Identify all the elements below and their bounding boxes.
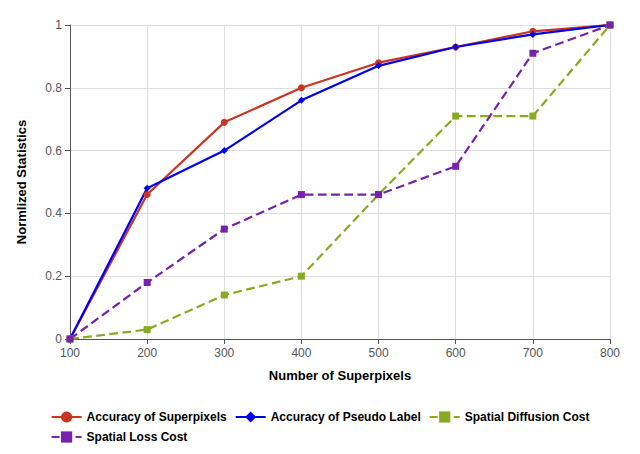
svg-text:Number of Superpixels: Number of Superpixels <box>269 368 411 383</box>
svg-text:400: 400 <box>291 346 311 360</box>
svg-text:800: 800 <box>600 346 620 360</box>
svg-text:0: 0 <box>55 332 62 346</box>
svg-text:700: 700 <box>523 346 543 360</box>
svg-text:1: 1 <box>55 18 62 32</box>
svg-text:500: 500 <box>369 346 389 360</box>
svg-text:100: 100 <box>60 346 80 360</box>
svg-text:0.2: 0.2 <box>45 269 62 283</box>
svg-text:Spatial Diffusion Cost: Spatial Diffusion Cost <box>465 410 590 424</box>
svg-text:0.8: 0.8 <box>45 81 62 95</box>
svg-text:200: 200 <box>137 346 157 360</box>
svg-text:0.4: 0.4 <box>45 206 62 220</box>
svg-text:0.6: 0.6 <box>45 144 62 158</box>
svg-text:Normlized Statistics: Normlized Statistics <box>14 120 29 244</box>
svg-text:Accuracy of Pseudo Label: Accuracy of Pseudo Label <box>271 410 421 424</box>
svg-text:600: 600 <box>446 346 466 360</box>
svg-text:Spatial Loss Cost: Spatial Loss Cost <box>87 430 188 444</box>
svg-text:Accuracy of Superpixels: Accuracy of Superpixels <box>87 410 227 424</box>
svg-text:300: 300 <box>214 346 234 360</box>
